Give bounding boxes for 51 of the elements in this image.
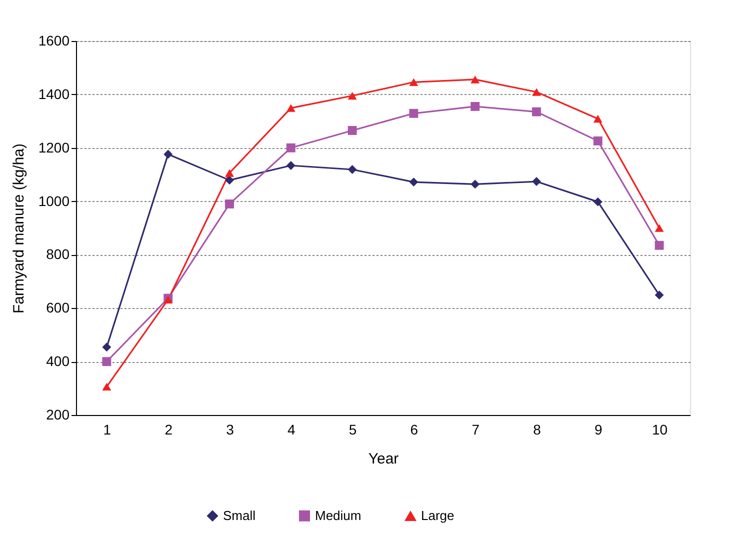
x-tick-label: 4 [288, 422, 296, 438]
point [348, 92, 357, 100]
y-tick-label: 600 [46, 300, 70, 316]
point [532, 88, 541, 96]
y-tick-label: 400 [46, 353, 70, 370]
point [654, 240, 664, 250]
point [593, 114, 602, 123]
point [225, 199, 234, 208]
point [286, 143, 296, 152]
point [102, 382, 112, 391]
x-tick-label: 9 [594, 422, 602, 438]
point [409, 78, 418, 86]
point [102, 357, 112, 366]
point [286, 104, 296, 112]
point [409, 108, 418, 118]
point [532, 177, 541, 186]
point [348, 126, 357, 135]
x-tick-label: 7 [472, 422, 480, 438]
x-tick-label: 5 [348, 422, 357, 438]
point [532, 107, 541, 116]
x-tick-label: 10 [652, 422, 668, 438]
point [654, 224, 664, 232]
y-tick-label: 1400 [38, 86, 70, 102]
x-tick-label: 3 [226, 422, 234, 438]
point [470, 76, 480, 84]
y-tick-label: 1000 [38, 192, 70, 209]
y-tick-label: 1200 [38, 139, 70, 156]
point [593, 136, 602, 146]
legend-label: Large [421, 508, 454, 524]
x-tick-label: 2 [164, 422, 173, 438]
x-tick-label: 6 [410, 422, 418, 438]
point [593, 197, 602, 206]
point [225, 176, 234, 185]
point [348, 165, 357, 174]
point [286, 161, 296, 170]
x-tick-label: 1 [103, 422, 112, 438]
point [225, 169, 234, 177]
point [102, 342, 112, 352]
y-tick-label: 200 [46, 406, 70, 422]
legend-label: Medium [315, 508, 362, 523]
y-tick-label: 1600 [38, 32, 70, 48]
y-axis-title: Farmyard manure (kg/ha) [10, 143, 28, 314]
point [654, 290, 664, 300]
point [470, 102, 480, 111]
point [409, 178, 418, 187]
y-tick-label: 800 [46, 246, 70, 262]
x-axis-title: Year [368, 450, 399, 468]
legend-label: Small [223, 508, 256, 523]
point [164, 150, 173, 159]
x-tick-label: 8 [533, 422, 542, 438]
point [470, 180, 480, 189]
